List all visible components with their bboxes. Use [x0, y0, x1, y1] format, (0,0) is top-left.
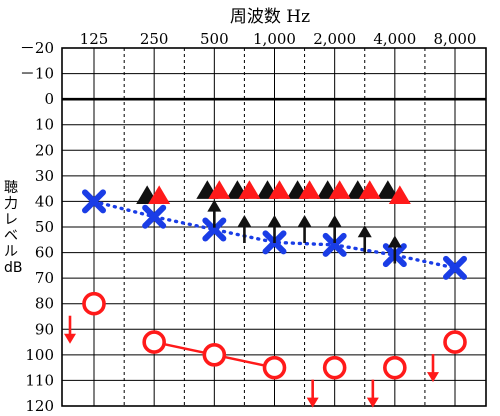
y-tick-label: 110: [25, 371, 54, 389]
x-tick-label: 2,000: [313, 30, 356, 48]
triangle-marker: [208, 180, 231, 199]
series-layer: [64, 180, 467, 408]
circle-marker: [82, 291, 106, 316]
no-response-arrow: [366, 379, 379, 408]
y-tick-label: 70: [35, 269, 54, 287]
y-tick-label: 80: [35, 295, 54, 313]
y-tick-label: 30: [35, 167, 54, 185]
y-tick-label: －10: [20, 65, 54, 83]
circle-marker: [322, 355, 347, 380]
circle-marker: [142, 330, 166, 354]
y-tick-label: 120: [25, 397, 54, 415]
triangle-marker: [388, 185, 411, 205]
circle-marker: [202, 343, 227, 367]
triangle-marker: [358, 180, 381, 199]
x-tick-label: 1,000: [253, 30, 296, 48]
circle-marker: [443, 330, 467, 354]
y-tick-label: 60: [35, 244, 54, 262]
x-marker: [443, 255, 467, 280]
y-tick-label: 0: [44, 90, 54, 108]
circle-marker: [383, 355, 407, 380]
y-axis-label: 聴力レベル dB: [4, 180, 23, 276]
x-tick-label: 8,000: [434, 30, 477, 48]
triangle-marker: [328, 180, 351, 199]
y-tick-label: 20: [35, 141, 54, 159]
triangle-marker: [376, 180, 399, 199]
x-marker: [322, 232, 347, 257]
up-arrow-marker: [327, 215, 342, 243]
up-arrow-marker: [297, 215, 312, 243]
x-tick-label: 4,000: [373, 30, 416, 48]
plot-frame: [61, 47, 487, 407]
no-response-arrow: [64, 315, 76, 344]
x-marker: [202, 217, 227, 242]
circle-marker: [262, 355, 287, 380]
triangle-marker: [298, 180, 321, 199]
no-response-arrow: [306, 379, 319, 408]
up-arrow-marker: [267, 215, 282, 243]
y-tick-label: 100: [25, 346, 54, 364]
up-arrow-marker: [387, 235, 402, 264]
triangle-marker: [268, 180, 291, 199]
x-tick-label: 125: [80, 30, 109, 48]
chart-title: 周波数 Hz: [230, 7, 310, 27]
y-tick-label: 90: [35, 320, 54, 338]
y-tick-label: 10: [35, 116, 54, 134]
x-marker: [82, 189, 106, 214]
x-marker: [142, 204, 167, 229]
triangle-marker: [238, 180, 261, 199]
y-tick-label: －20: [20, 39, 54, 57]
up-arrow-marker: [357, 225, 372, 254]
x-tick-label: 250: [140, 30, 169, 48]
up-arrow-marker: [207, 199, 222, 228]
plot-border: [61, 47, 487, 407]
y-tick-label: 50: [35, 218, 54, 236]
x-tick-label: 500: [200, 30, 229, 48]
no-response-arrow: [427, 354, 439, 383]
up-arrow-marker: [237, 215, 252, 243]
triangle-marker: [148, 185, 171, 205]
y-tick-label: 40: [35, 192, 54, 210]
axis-text: 周波数 Hz 125 250 500 1,000 2,000 4,000 8,000－20－…: [4, 7, 476, 415]
